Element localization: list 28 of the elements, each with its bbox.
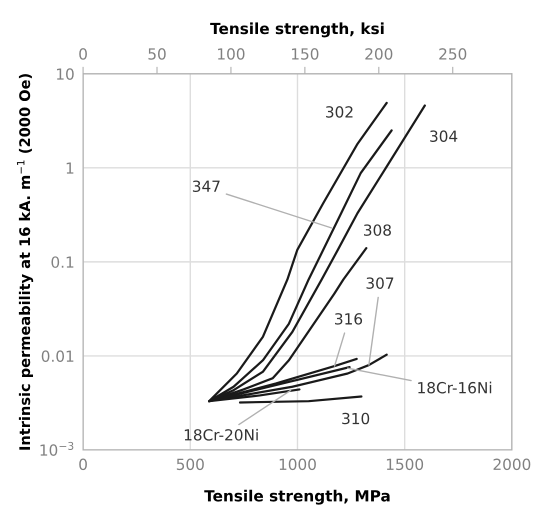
annotation: 304 [430,130,458,142]
x2-tick-label: 250 [439,48,466,60]
x2-tick-label: 200 [365,48,392,60]
x-tick-label: 1000 [280,458,316,470]
x-tick-label: 0 [79,458,87,470]
y-tick-label: 10$^{−3}$ [40,442,74,456]
y-tick-label: 10 [56,68,74,80]
x2-tick-label: 0 [79,48,87,60]
annotation: 316 [335,313,362,325]
y-tick-label: 1 [66,162,74,174]
annotation: 302 [326,106,353,118]
x2-axis-title: Tensile strength, ksi [210,22,384,38]
x2-tick-label: 50 [148,48,166,60]
annotation: 18Cr-16Ni [418,382,492,394]
annotation: 307 [366,277,394,289]
annotation: 347 [192,180,220,192]
y-tick-label: 0.01 [42,350,74,362]
x-axis-title: Tensile strength, MPa [204,490,390,505]
x-tick-label: 1500 [386,458,424,470]
y-tick-label: 0.1 [51,256,74,268]
y-axis-title: Intrinsic permeability at 16 kA. m$^{−1}$ (2000 Oe) [16,74,34,450]
x2-tick-label: 150 [292,48,318,60]
x-tick-label: 500 [176,458,204,470]
annotation: 310 [342,412,370,424]
x2-tick-label: 100 [218,48,245,60]
x-tick-label: 2000 [494,458,530,470]
annotation: 308 [364,224,391,236]
annotation: 18Cr-20Ni [184,428,258,441]
